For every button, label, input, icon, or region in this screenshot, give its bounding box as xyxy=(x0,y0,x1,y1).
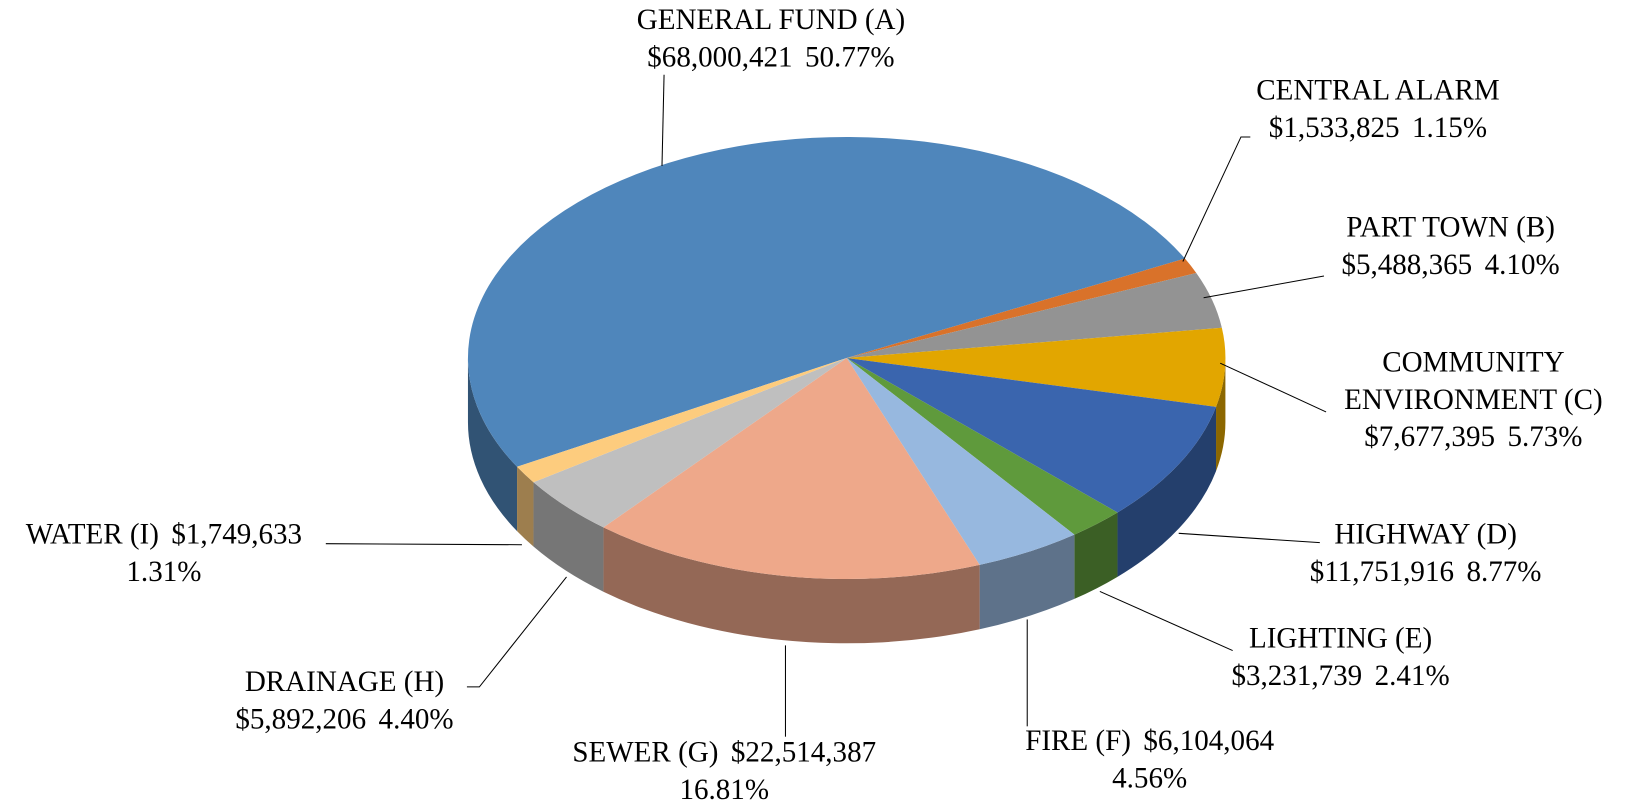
category-label: PART TOWN (B) xyxy=(1346,211,1555,244)
percent-label: 1.15% xyxy=(1411,112,1488,145)
slice-side xyxy=(533,482,604,592)
leader-line xyxy=(1182,136,1251,262)
slice xyxy=(846,327,1226,407)
leader-line xyxy=(466,576,567,688)
category-label: COMMUNITY ENVIRONMENT (C) xyxy=(1344,346,1603,417)
slice xyxy=(846,357,1075,565)
amount-label: $1,749,633 xyxy=(171,518,303,551)
slice-label: FIRE (F) $6,104,064 4.56% xyxy=(978,723,1320,798)
amount-label: $7,677,395 xyxy=(1364,421,1496,454)
category-label: GENERAL FUND (A) xyxy=(636,4,906,37)
slice-side xyxy=(979,534,1075,630)
percent-label: 4.56% xyxy=(1112,762,1188,795)
amount-label: $6,104,064 xyxy=(1143,725,1275,758)
slice-label: DRAINAGE (H) $5,892,206 4.40% xyxy=(178,664,510,739)
leader-line xyxy=(1178,532,1320,544)
percent-label: 1.31% xyxy=(126,556,202,589)
category-label: DRAINAGE (H) xyxy=(244,666,445,699)
slice xyxy=(533,357,847,528)
leader-line xyxy=(661,74,665,167)
slice xyxy=(603,357,980,579)
slice-side xyxy=(1216,357,1226,472)
slice-side xyxy=(467,357,518,532)
percent-label: 2.41% xyxy=(1374,659,1450,693)
leader-line xyxy=(1220,362,1327,413)
amount-label: $11,751,916 xyxy=(1309,556,1455,589)
slice-side xyxy=(1074,512,1118,599)
percent-label: 8.77% xyxy=(1466,556,1542,589)
slice xyxy=(846,357,1118,535)
leader-line xyxy=(325,543,522,546)
category-label: SEWER (G) xyxy=(572,736,719,769)
amount-label: $3,231,739 xyxy=(1231,659,1363,693)
slice-side xyxy=(1117,406,1217,577)
category-label: CENTRAL ALARM xyxy=(1256,74,1500,107)
leader-line xyxy=(1099,590,1233,652)
slice xyxy=(846,272,1222,358)
slice xyxy=(467,136,1185,467)
percent-label: 4.40% xyxy=(378,703,454,736)
slice xyxy=(517,357,847,483)
amount-label: $22,514,387 xyxy=(730,736,877,769)
slice-label: WATER (I) $1,749,633 1.31% xyxy=(0,517,340,592)
category-label: LIGHTING (E) xyxy=(1249,622,1433,655)
category-label: HIGHWAY (D) xyxy=(1334,518,1517,551)
percent-label: 4.10% xyxy=(1484,249,1560,282)
slice xyxy=(846,357,1217,513)
percent-label: 5.73% xyxy=(1507,421,1583,454)
slice-side xyxy=(517,466,534,547)
slice-label: LIGHTING (E) $3,231,739 2.41% xyxy=(1175,620,1507,695)
slice-label: HIGHWAY (D) $11,751,916 8.77% xyxy=(1260,517,1592,592)
amount-label: $5,892,206 xyxy=(235,703,367,736)
slice-label: SEWER (G) $22,514,387 16.81% xyxy=(517,735,932,809)
slice-label: GENERAL FUND (A) $68,000,421 50.77% xyxy=(563,2,978,77)
category-label: WATER (I) xyxy=(25,518,159,551)
category-label: FIRE (F) xyxy=(1025,725,1131,758)
slice-label: COMMUNITY ENVIRONMENT (C) $7,677,395 5.73% xyxy=(1318,344,1627,456)
slice-side xyxy=(603,527,980,644)
slice-label: PART TOWN (B) $5,488,365 4.10% xyxy=(1285,210,1617,285)
percent-label: 50.77% xyxy=(804,41,895,74)
amount-label: $68,000,421 xyxy=(647,41,793,74)
amount-label: $5,488,365 xyxy=(1341,249,1473,282)
slice xyxy=(846,258,1197,358)
percent-label: 16.81% xyxy=(679,774,770,807)
slice-label: CENTRAL ALARM $1,533,825 1.15% xyxy=(1212,73,1544,148)
amount-label: $1,533,825 xyxy=(1268,112,1400,145)
leader-line xyxy=(1203,275,1325,299)
